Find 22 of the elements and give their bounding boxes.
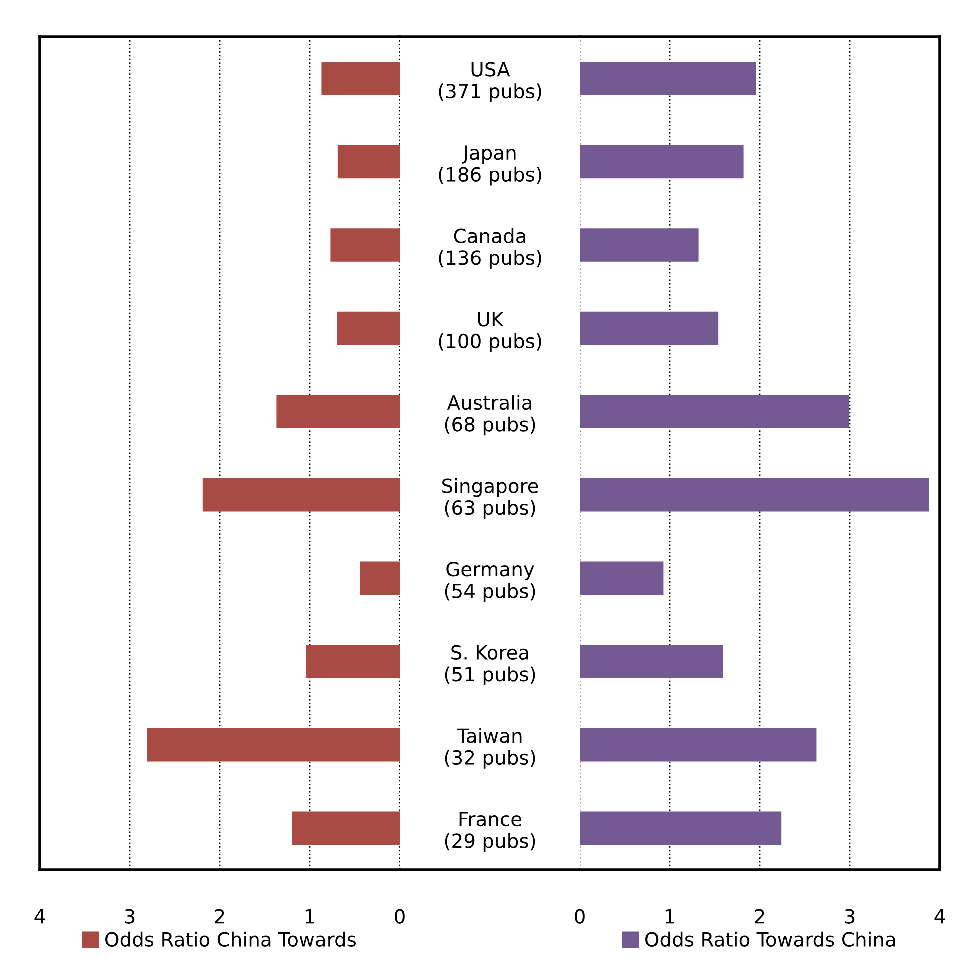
x-tick-label: 4	[34, 909, 46, 924]
x-tick-label: 3	[845, 909, 855, 924]
y-tick-label: Canada (136 pubs)	[439, 228, 542, 270]
y-tick-label: Australia (68 pubs)	[445, 395, 536, 436]
y-tick-label: S. Korea (51 pubs)	[445, 645, 536, 686]
x-tick-label: 1	[666, 909, 674, 924]
x-tick-label: 0	[575, 909, 585, 924]
y-tick-label: Germany (54 pubs)	[445, 562, 536, 602]
x-tick-label: 2	[755, 909, 764, 924]
x-tick-label: 3	[125, 909, 135, 924]
x-tick-label: 1	[306, 909, 314, 924]
y-tick-label: Singapore (63 pubs)	[442, 478, 538, 519]
y-tick-label: Taiwan (32 pubs)	[445, 728, 536, 769]
y-tick-label: UK (100 pubs)	[439, 312, 542, 352]
x-tick-label: 0	[395, 909, 405, 924]
x-tick-label: 4	[934, 909, 946, 924]
x-tick-label: 2	[215, 909, 224, 924]
y-tick-label: Japan (186 pubs)	[439, 146, 542, 186]
legend-label: Odds Ratio China Towards	[106, 932, 356, 947]
y-tick-label: USA (371 pubs)	[439, 62, 542, 102]
legend-label: Odds Ratio Towards China	[646, 932, 896, 947]
y-tick-label: France (29 pubs)	[445, 812, 536, 852]
